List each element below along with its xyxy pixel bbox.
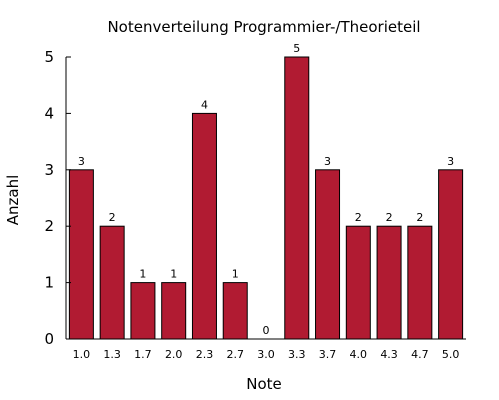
bar-4.3 bbox=[376, 225, 402, 340]
data-label-1.3: 2 bbox=[109, 211, 116, 224]
bar-5.0 bbox=[438, 169, 464, 340]
bar-2.7 bbox=[222, 282, 248, 340]
y-tick-label-4: 4 bbox=[44, 104, 54, 122]
x-tick-label-4.0: 4.0 bbox=[350, 348, 368, 361]
bar-2.0 bbox=[161, 282, 187, 340]
x-axis-label: Note bbox=[246, 375, 282, 393]
x-tick-label-1.0: 1.0 bbox=[73, 348, 91, 361]
bar-1.3 bbox=[99, 225, 125, 340]
bar-1.7 bbox=[130, 282, 156, 340]
y-tick-label-1: 1 bbox=[44, 274, 54, 292]
chart-title: Notenverteilung Programmier-/Theorieteil bbox=[107, 18, 420, 36]
y-tick-label-3: 3 bbox=[44, 161, 54, 179]
x-tick-label-4.3: 4.3 bbox=[380, 348, 398, 361]
x-tick-label-5.0: 5.0 bbox=[442, 348, 460, 361]
data-label-5.0: 3 bbox=[447, 155, 454, 168]
bar-3.3 bbox=[284, 56, 310, 340]
data-label-1.7: 1 bbox=[139, 268, 146, 281]
data-label-4.0: 2 bbox=[355, 211, 362, 224]
x-tick-label-3.0: 3.0 bbox=[257, 348, 275, 361]
x-tick-label-4.7: 4.7 bbox=[411, 348, 429, 361]
y-tick-label-0: 0 bbox=[44, 330, 54, 348]
data-label-2.3: 4 bbox=[201, 98, 208, 111]
y-tick-label-5: 5 bbox=[44, 48, 54, 66]
data-label-2.7: 1 bbox=[232, 268, 239, 281]
x-tick-label-2.3: 2.3 bbox=[196, 348, 214, 361]
y-axis-label: Anzahl bbox=[4, 175, 22, 226]
data-label-2.0: 1 bbox=[170, 268, 177, 281]
y-tick-label-2: 2 bbox=[44, 217, 54, 235]
data-label-4.3: 2 bbox=[386, 211, 393, 224]
data-label-3.0: 0 bbox=[263, 324, 270, 337]
x-tick-label-2.7: 2.7 bbox=[226, 348, 244, 361]
data-label-1.0: 3 bbox=[78, 155, 85, 168]
x-tick-label-2.0: 2.0 bbox=[165, 348, 183, 361]
bar-2.3 bbox=[191, 112, 217, 340]
data-label-4.7: 2 bbox=[416, 211, 423, 224]
bar-1.0 bbox=[68, 169, 94, 340]
x-tick-label-3.3: 3.3 bbox=[288, 348, 306, 361]
data-label-3.7: 3 bbox=[324, 155, 331, 168]
x-tick-label-1.7: 1.7 bbox=[134, 348, 152, 361]
bar-4.7 bbox=[407, 225, 433, 340]
x-tick-label-1.3: 1.3 bbox=[103, 348, 121, 361]
x-tick-label-3.7: 3.7 bbox=[319, 348, 337, 361]
data-label-3.3: 5 bbox=[293, 42, 300, 55]
bar-3.7 bbox=[315, 169, 341, 340]
bar-4.0 bbox=[345, 225, 371, 340]
